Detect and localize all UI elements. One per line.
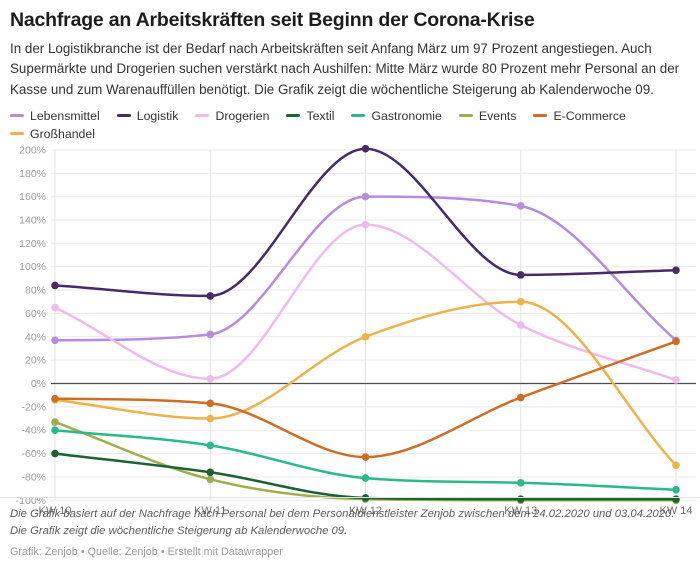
legend-label: Großhandel: [30, 126, 95, 141]
legend-label: Logistik: [136, 108, 179, 123]
chart-footer: Die Grafik basiert auf der Nachfrage nac…: [0, 497, 700, 568]
legend-label: Drogerien: [215, 108, 270, 123]
line-chart: 200% 180% 160% 140% 120% 100% 80% 60% 40% 20% 0% -2…: [16, 144, 696, 517]
data-point-drogerien: [51, 303, 59, 312]
data-point-lebensmittel: [51, 336, 59, 344]
data-point-gro-handel: [672, 461, 680, 469]
data-point-logistik: [206, 291, 215, 300]
chart-legend: Lebensmittel Logistik Drogerien Textil Gastr…: [0, 100, 700, 141]
legend-label: Gastronomie: [371, 108, 442, 123]
credit-separator: •: [80, 546, 85, 558]
legend-swatch: [195, 114, 210, 118]
legend-label: Textil: [306, 108, 335, 123]
data-point-e-commerce: [516, 393, 525, 402]
data-point-e-commerce: [206, 399, 215, 407]
data-point-lebensmittel: [361, 192, 370, 201]
y-axis-tick-label: 0%: [31, 378, 46, 390]
y-axis-tick-label: 60%: [25, 308, 46, 320]
data-point-logistik: [516, 270, 525, 279]
chart-description: In der Logistikbranche ist der Bedarf na…: [10, 41, 680, 97]
series-line-drogerien: [53, 223, 678, 381]
data-point-drogerien: [672, 375, 680, 384]
legend-item-textil: Textil: [286, 109, 334, 123]
legend-item-e-commerce: E-Commerce: [533, 108, 626, 123]
data-point-gastronomie: [51, 426, 59, 434]
y-axis-tick-label: 40%: [25, 331, 46, 343]
legend-swatch: [286, 114, 301, 118]
data-point-events: [206, 475, 215, 483]
y-axis-tick-label: 180%: [19, 167, 46, 179]
y-axis-tick-label: -80%: [21, 471, 46, 483]
legend-swatch: [116, 114, 131, 118]
data-point-gro-handel: [206, 414, 215, 423]
data-point-logistik: [51, 281, 59, 289]
legend-swatch: [10, 114, 24, 118]
x-axis-tick-label: KW 12: [349, 505, 382, 517]
data-point-gro-handel: [361, 332, 370, 341]
credit-graphic: Grafik: Zenjob: [10, 546, 78, 558]
footnote: Die Grafik basiert auf der Nachfrage nac…: [10, 508, 675, 537]
data-point-drogerien: [361, 220, 370, 229]
legend-item-logistik: Logistik: [116, 108, 179, 123]
legend-item-lebensmittel: Lebensmittel: [10, 109, 100, 123]
data-point-textil: [516, 495, 525, 503]
y-axis-tick-label: 100%: [19, 261, 46, 273]
data-point-logistik: [672, 266, 680, 274]
legend-item-gro-handel: Großhandel: [10, 127, 95, 141]
y-axis-tick-label: 120%: [19, 238, 46, 250]
data-point-lebensmittel: [516, 201, 525, 210]
data-point-lebensmittel: [206, 330, 215, 338]
x-axis-tick-label: KW 13: [504, 505, 537, 517]
data-point-textil: [206, 468, 215, 476]
legend-label: Lebensmittel: [30, 108, 100, 123]
data-point-e-commerce: [51, 394, 59, 403]
y-axis-tick-label: 20%: [25, 354, 46, 366]
credit-source: Quelle: Zenjob: [87, 546, 158, 558]
legend-swatch: [533, 114, 548, 118]
legend-label: Events: [478, 108, 517, 123]
x-axis-tick-label: KW 11: [194, 505, 226, 517]
legend-item-drogerien: Drogerien: [195, 109, 269, 123]
data-point-logistik: [361, 144, 370, 153]
data-point-gastronomie: [206, 441, 215, 449]
legend-item-gastronomie: Gastronomie: [351, 108, 442, 123]
credits-line: Grafik: Zenjob • Quelle: Zenjob • Erstellt m…: [10, 546, 688, 558]
data-point-gastronomie: [361, 474, 370, 482]
data-point-e-commerce: [361, 452, 370, 461]
y-axis-tick-label: 200%: [19, 144, 46, 156]
credit-separator: •: [160, 546, 165, 558]
y-axis-tick-label: 80%: [25, 284, 46, 296]
chart-area: 200% 180% 160% 140% 120% 100% 80% 60% 40% 20% 0% -2…: [0, 143, 700, 523]
data-point-e-commerce: [672, 337, 680, 345]
data-point-drogerien: [516, 321, 525, 329]
data-point-gastronomie: [672, 485, 680, 494]
chart-header: Nachfrage an Arbeitskräften seit Beginn …: [0, 0, 700, 100]
legend-swatch: [10, 132, 24, 136]
y-axis-tick-label: -40%: [21, 424, 46, 436]
legend-swatch: [351, 114, 366, 118]
x-axis-tick-label: KW 14: [659, 505, 692, 517]
y-axis-tick-label: -20%: [21, 401, 46, 413]
legend-item-events: Events: [458, 108, 517, 123]
data-point-events: [51, 417, 59, 426]
y-axis-tick-label: 140%: [19, 214, 46, 226]
data-point-textil: [51, 449, 59, 458]
y-axis-tick-label: 160%: [19, 191, 46, 203]
data-point-drogerien: [206, 374, 215, 383]
legend-swatch: [458, 114, 473, 118]
data-point-gro-handel: [516, 297, 525, 306]
x-axis-tick-label: KW 10: [38, 505, 71, 517]
data-point-gastronomie: [516, 478, 525, 487]
datawrapper-link[interactable]: Erstellt mit Datawrapper: [167, 546, 283, 558]
data-point-textil: [672, 495, 680, 503]
y-axis-tick-label: -60%: [21, 448, 46, 460]
page-title: Nachfrage an Arbeitskräften seit Beginn …: [10, 9, 535, 31]
legend-label: E-Commerce: [553, 108, 626, 123]
